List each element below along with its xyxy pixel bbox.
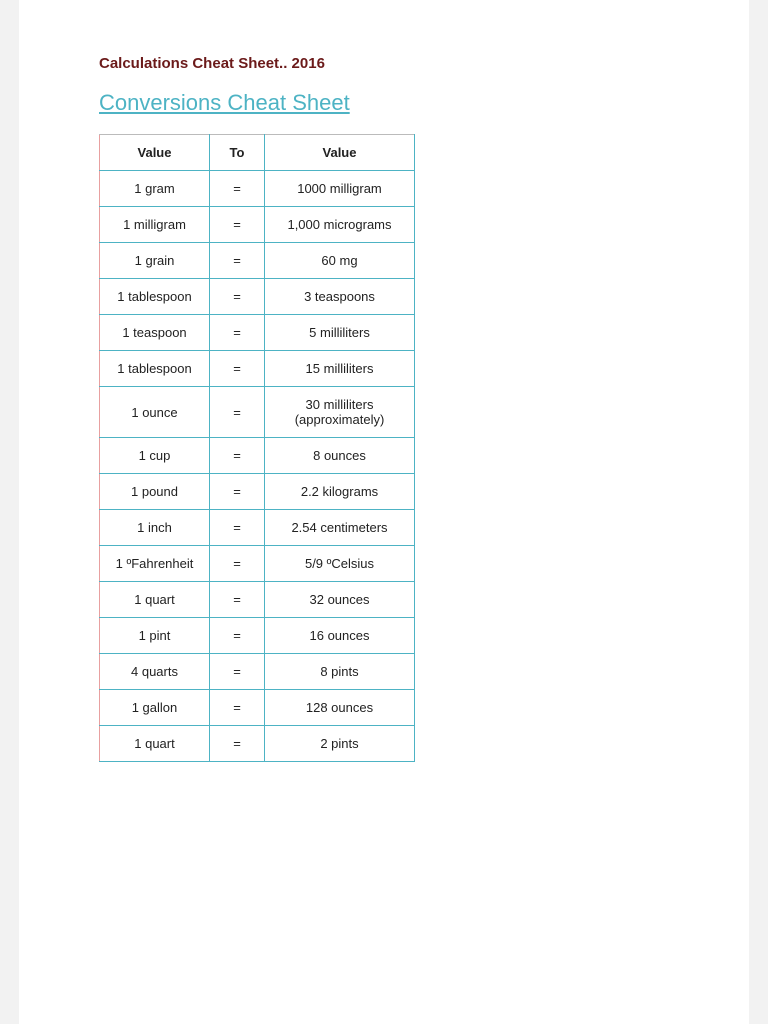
table-cell: 1 grain <box>100 243 210 279</box>
table-cell: 1 gram <box>100 171 210 207</box>
table-cell: 5 milliliters <box>265 315 415 351</box>
table-cell: 2.54 centimeters <box>265 510 415 546</box>
table-row: 1 gram=1000 milligram <box>100 171 415 207</box>
table-cell: = <box>210 315 265 351</box>
table-cell: 16 ounces <box>265 618 415 654</box>
table-cell: 128 ounces <box>265 690 415 726</box>
table-row: 1 tablespoon=15 milliliters <box>100 351 415 387</box>
table-cell: = <box>210 474 265 510</box>
table-cell: 1,000 micrograms <box>265 207 415 243</box>
document-page: Calculations Cheat Sheet.. 2016 Conversi… <box>19 0 749 1024</box>
table-row: 1 gallon=128 ounces <box>100 690 415 726</box>
table-cell: 5/9 ºCelsius <box>265 546 415 582</box>
table-cell: 15 milliliters <box>265 351 415 387</box>
table-cell: 32 ounces <box>265 582 415 618</box>
column-header: Value <box>100 135 210 171</box>
table-row: 1 cup=8 ounces <box>100 438 415 474</box>
table-cell: = <box>210 690 265 726</box>
table-cell: 3 teaspoons <box>265 279 415 315</box>
page-title: Calculations Cheat Sheet.. 2016 <box>99 55 719 72</box>
table-cell: 1 pint <box>100 618 210 654</box>
table-cell: 2 pints <box>265 726 415 762</box>
table-cell: = <box>210 582 265 618</box>
table-cell: = <box>210 726 265 762</box>
table-cell: 2.2 kilograms <box>265 474 415 510</box>
table-cell: = <box>210 351 265 387</box>
table-cell: = <box>210 243 265 279</box>
table-row: 1 tablespoon=3 teaspoons <box>100 279 415 315</box>
table-row: 1 quart=2 pints <box>100 726 415 762</box>
table-cell: 8 pints <box>265 654 415 690</box>
table-cell: 30 milliliters (approximately) <box>265 387 415 438</box>
table-cell: = <box>210 654 265 690</box>
table-cell: = <box>210 438 265 474</box>
table-cell: 1000 milligram <box>265 171 415 207</box>
column-header: To <box>210 135 265 171</box>
table-cell: 60 mg <box>265 243 415 279</box>
table-cell: = <box>210 546 265 582</box>
table-cell: = <box>210 387 265 438</box>
table-row: 4 quarts=8 pints <box>100 654 415 690</box>
table-row: 1 grain=60 mg <box>100 243 415 279</box>
table-cell: = <box>210 510 265 546</box>
table-cell: = <box>210 618 265 654</box>
table-cell: 1 ºFahrenheit <box>100 546 210 582</box>
table-cell: 1 inch <box>100 510 210 546</box>
table-cell: 1 cup <box>100 438 210 474</box>
table-row: 1 inch=2.54 centimeters <box>100 510 415 546</box>
table-cell: 1 quart <box>100 726 210 762</box>
table-cell: 1 teaspoon <box>100 315 210 351</box>
conversions-table: Value To Value 1 gram=1000 milligram1 mi… <box>99 134 415 762</box>
table-row: 1 milligram=1,000 micrograms <box>100 207 415 243</box>
table-cell: 1 quart <box>100 582 210 618</box>
table-header-row: Value To Value <box>100 135 415 171</box>
table-cell: = <box>210 171 265 207</box>
table-row: 1 pint=16 ounces <box>100 618 415 654</box>
table-row: 1 pound=2.2 kilograms <box>100 474 415 510</box>
table-row: 1 ºFahrenheit=5/9 ºCelsius <box>100 546 415 582</box>
table-cell: 1 tablespoon <box>100 351 210 387</box>
table-cell: 1 tablespoon <box>100 279 210 315</box>
table-row: 1 quart=32 ounces <box>100 582 415 618</box>
table-cell: = <box>210 207 265 243</box>
table-cell: 8 ounces <box>265 438 415 474</box>
table-row: 1 teaspoon=5 milliliters <box>100 315 415 351</box>
table-row: 1 ounce=30 milliliters (approximately) <box>100 387 415 438</box>
table-cell: 1 milligram <box>100 207 210 243</box>
section-title: Conversions Cheat Sheet <box>99 90 719 116</box>
table-cell: 4 quarts <box>100 654 210 690</box>
column-header: Value <box>265 135 415 171</box>
table-cell: 1 pound <box>100 474 210 510</box>
table-cell: = <box>210 279 265 315</box>
table-cell: 1 gallon <box>100 690 210 726</box>
table-cell: 1 ounce <box>100 387 210 438</box>
